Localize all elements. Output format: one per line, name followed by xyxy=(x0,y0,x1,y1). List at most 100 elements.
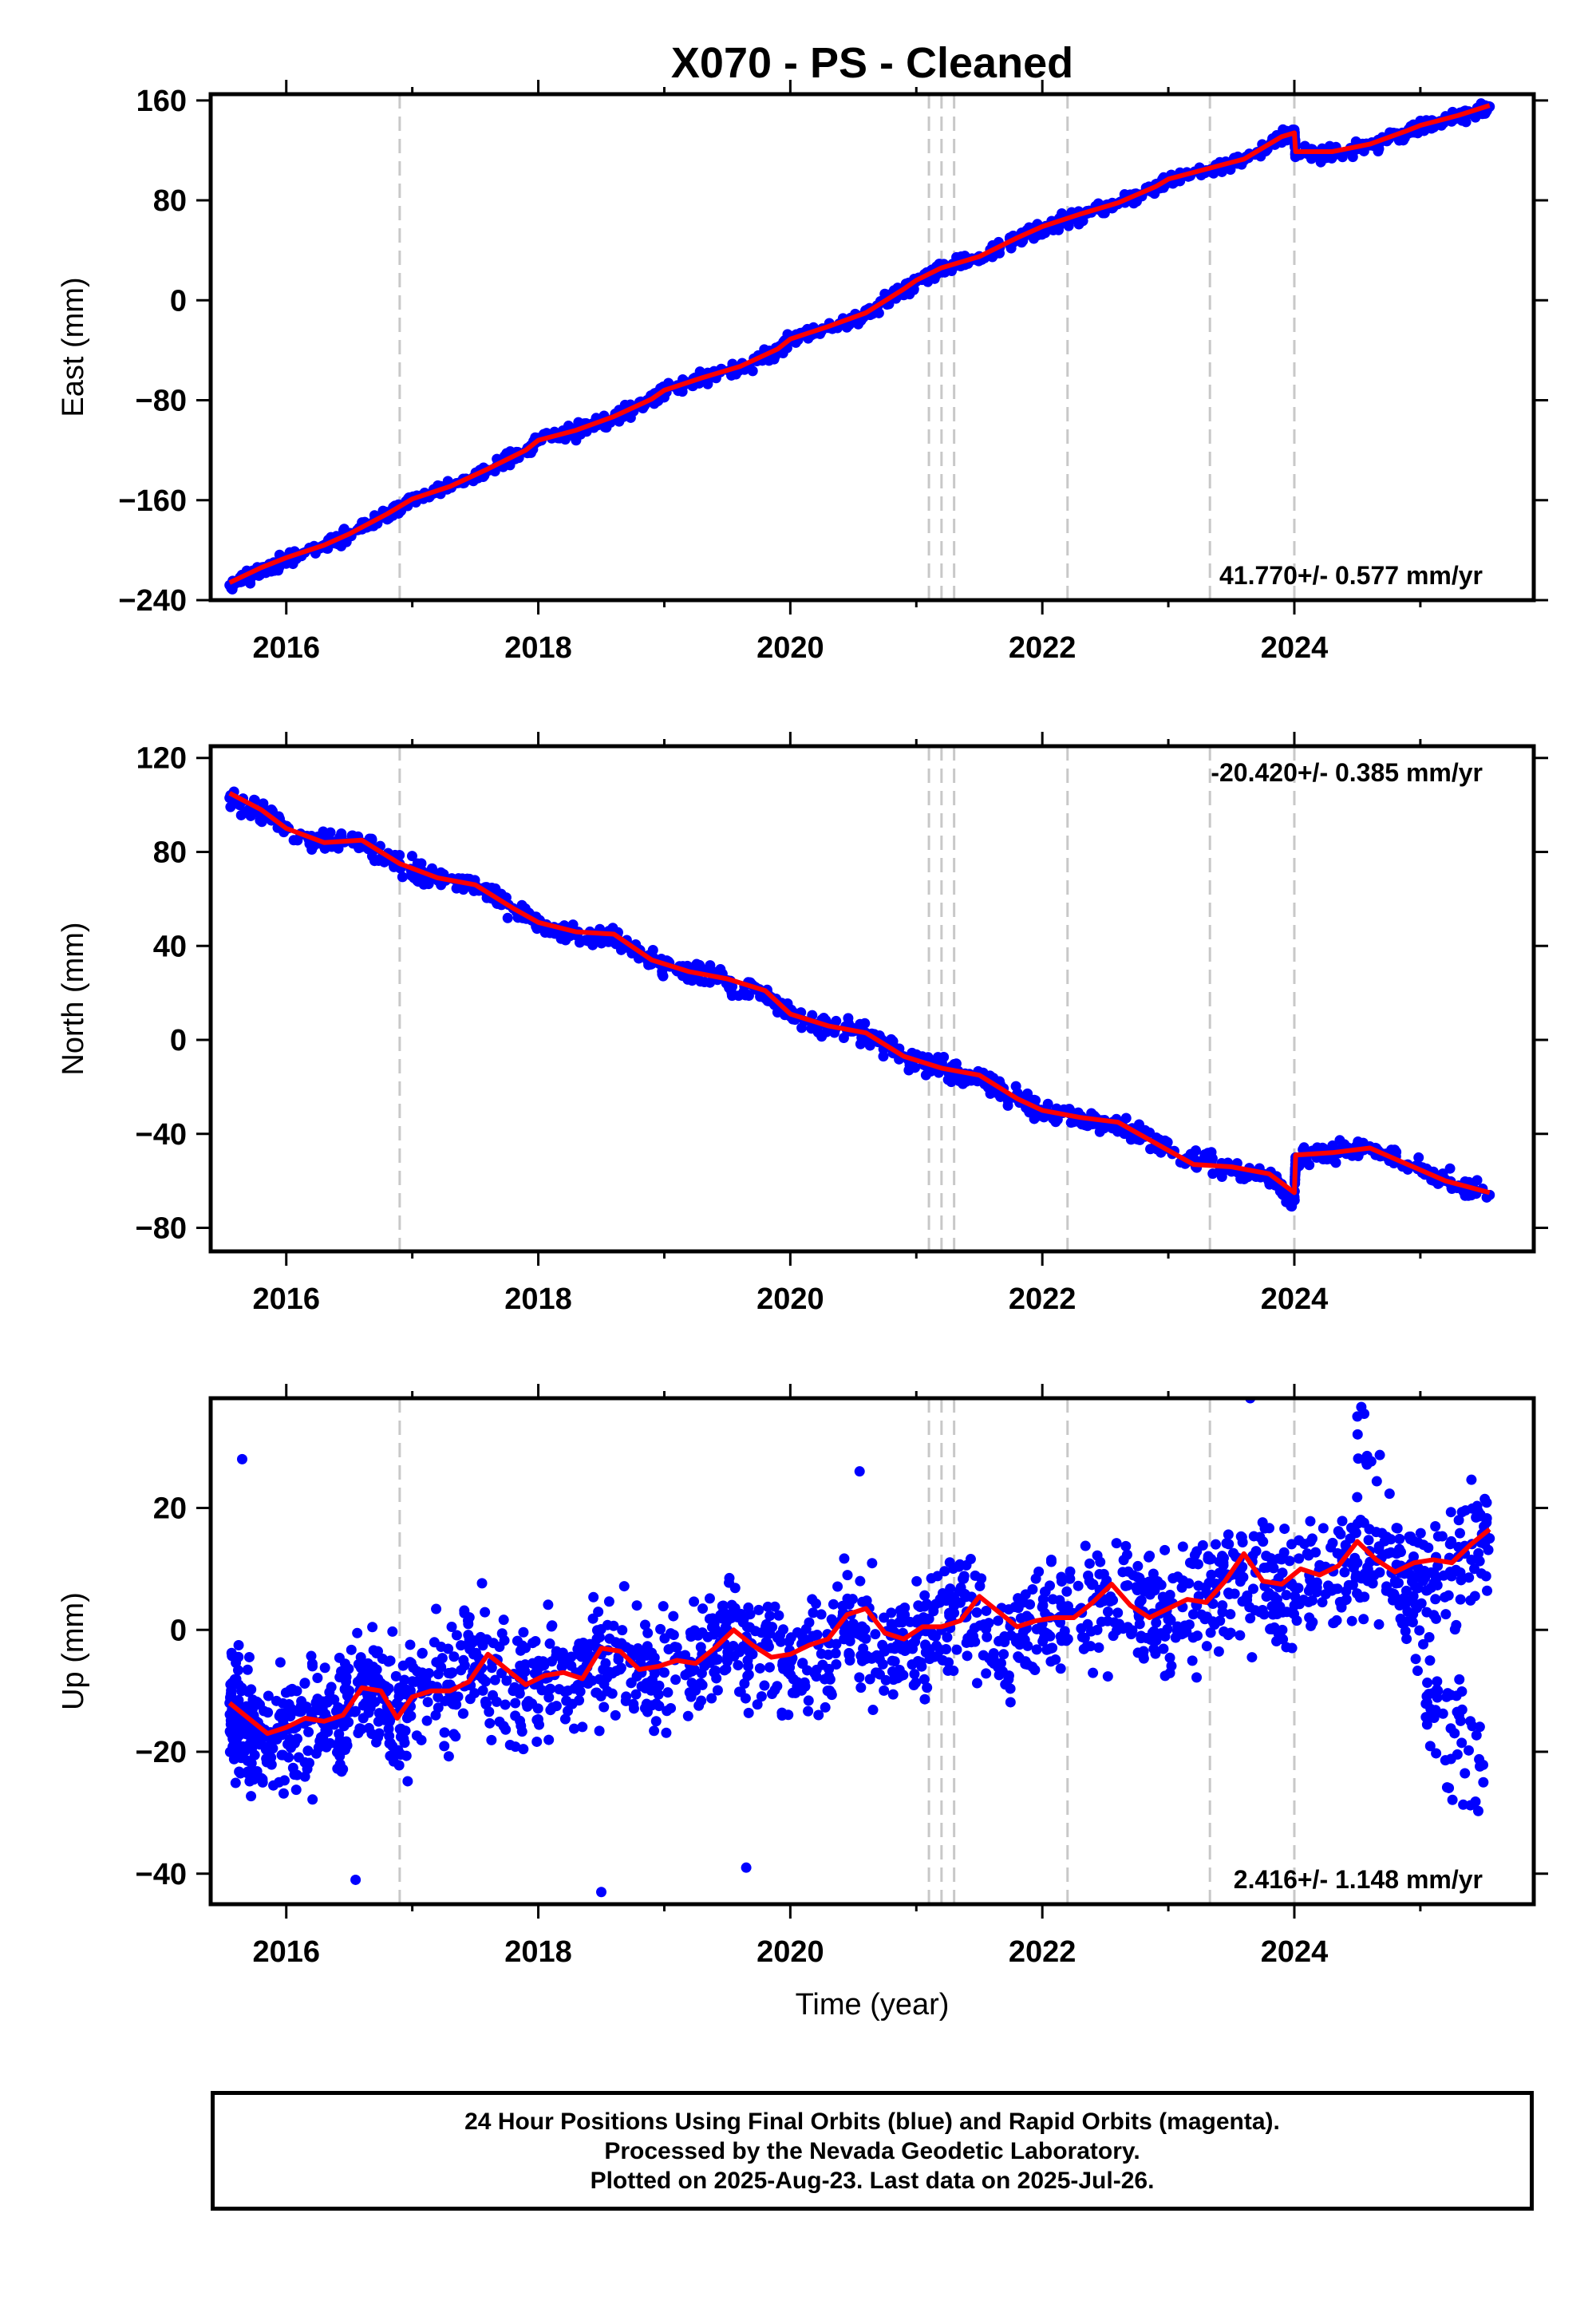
data-point xyxy=(1475,1509,1486,1520)
data-point xyxy=(1108,1630,1119,1642)
data-point xyxy=(1078,1643,1089,1654)
model-fit-line xyxy=(228,791,1491,1196)
data-point xyxy=(500,1699,511,1710)
data-point xyxy=(928,1606,939,1617)
data-point xyxy=(712,1685,723,1696)
data-point xyxy=(810,1598,821,1609)
data-point xyxy=(1277,1567,1288,1579)
data-point xyxy=(922,1682,933,1694)
data-point xyxy=(243,1686,254,1697)
data-point xyxy=(750,1626,761,1637)
data-point xyxy=(1021,1611,1033,1622)
data-point xyxy=(707,1613,718,1624)
y-tick-label: −240 xyxy=(118,584,187,618)
data-point xyxy=(1241,1595,1252,1607)
data-point xyxy=(1268,1563,1279,1574)
data-point xyxy=(1401,1634,1412,1645)
data-point xyxy=(591,1634,602,1645)
data-point xyxy=(689,1626,701,1638)
data-point xyxy=(998,1649,1009,1660)
data-point xyxy=(606,1668,618,1679)
data-point xyxy=(247,1694,259,1705)
data-point xyxy=(246,1791,257,1802)
data-point xyxy=(1003,1670,1014,1682)
data-point xyxy=(1447,1794,1458,1805)
data-point xyxy=(243,1651,255,1662)
data-point xyxy=(1225,164,1236,176)
data-point xyxy=(572,1643,583,1654)
data-point xyxy=(993,1615,1004,1626)
data-point xyxy=(1444,1539,1456,1550)
data-point xyxy=(756,1691,767,1702)
data-point xyxy=(1290,1591,1301,1602)
data-point xyxy=(1190,1145,1201,1156)
data-point xyxy=(559,1653,571,1664)
data-point xyxy=(841,322,852,333)
data-point xyxy=(1428,1610,1440,1621)
data-point xyxy=(867,1705,879,1716)
data-point xyxy=(519,1659,531,1670)
data-point xyxy=(1330,1157,1341,1168)
x-tick-label: 2016 xyxy=(252,1282,320,1316)
data-point xyxy=(974,1580,986,1591)
data-point xyxy=(302,1745,314,1757)
data-point xyxy=(958,1078,969,1089)
data-point xyxy=(245,574,256,585)
data-point xyxy=(1446,1571,1457,1582)
data-point xyxy=(476,1578,488,1589)
data-point xyxy=(740,1693,751,1704)
data-point xyxy=(617,1625,628,1636)
data-point xyxy=(1414,1625,1425,1636)
data-point xyxy=(903,1065,915,1076)
data-point xyxy=(1031,1644,1042,1655)
data-point xyxy=(1128,1570,1139,1581)
data-point xyxy=(1320,1589,1331,1600)
data-point xyxy=(518,1626,529,1638)
data-point xyxy=(1187,1655,1198,1666)
data-point xyxy=(842,1593,853,1604)
data-point xyxy=(371,1664,382,1675)
data-point xyxy=(445,1696,456,1707)
data-point xyxy=(500,1724,512,1735)
data-point xyxy=(1424,1741,1436,1752)
data-point xyxy=(706,1622,717,1633)
data-point xyxy=(344,1686,355,1697)
data-point xyxy=(1408,1535,1419,1547)
data-point xyxy=(371,1647,382,1658)
data-point xyxy=(826,1614,837,1625)
data-point xyxy=(745,1609,756,1620)
data-point xyxy=(842,1570,853,1581)
data-point xyxy=(753,1604,764,1615)
data-point xyxy=(1080,1540,1091,1551)
data-point xyxy=(1269,1622,1280,1633)
data-point xyxy=(274,1777,285,1788)
data-point xyxy=(1156,1628,1167,1639)
data-point xyxy=(450,1731,461,1742)
data-point xyxy=(463,1630,474,1641)
data-point xyxy=(909,1669,920,1680)
data-point xyxy=(226,583,237,594)
data-point xyxy=(1353,1453,1364,1464)
data-point xyxy=(689,1596,700,1607)
data-point xyxy=(895,1670,906,1682)
plot-frame xyxy=(208,92,1536,603)
data-point xyxy=(1041,1627,1052,1638)
y-tick-label: 40 xyxy=(153,930,187,963)
data-point xyxy=(1456,1704,1468,1715)
data-point xyxy=(764,1662,775,1673)
data-point xyxy=(1449,1728,1460,1739)
data-point xyxy=(604,1633,615,1644)
data-point xyxy=(433,1669,444,1680)
data-point xyxy=(803,1695,814,1706)
data-point xyxy=(820,1701,831,1713)
data-point xyxy=(1013,1603,1024,1614)
data-point xyxy=(1482,1585,1493,1596)
data-point xyxy=(981,1668,992,1679)
data-point xyxy=(598,1701,610,1713)
data-point xyxy=(671,1642,682,1653)
data-point xyxy=(668,1611,679,1622)
data-point xyxy=(706,1693,717,1704)
data-point xyxy=(1159,1544,1171,1555)
data-point xyxy=(1384,1488,1395,1500)
